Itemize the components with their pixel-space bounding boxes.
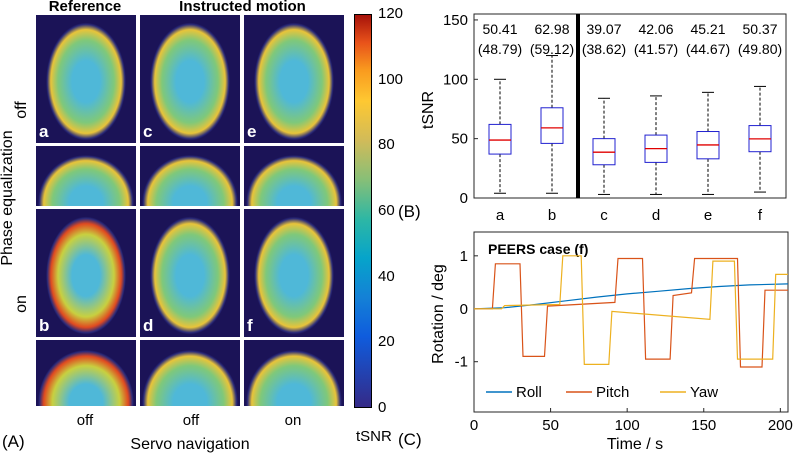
mean-label: 50.37 xyxy=(742,21,777,37)
mean-label: 45.21 xyxy=(690,21,725,37)
mean-label: 62.98 xyxy=(534,21,569,37)
colorbar xyxy=(354,14,372,408)
panel-label-b: (B) xyxy=(398,202,421,221)
line-plot-frame xyxy=(473,231,789,413)
y-tick-label: 0 xyxy=(460,301,468,318)
col-header-reference: Reference xyxy=(48,0,122,15)
panel-label-a: (A) xyxy=(2,432,25,451)
brain-image-tile xyxy=(35,339,137,407)
mean-label: 50.41 xyxy=(482,21,517,37)
box-ylabel: tSNR xyxy=(420,90,437,130)
x-tick-label: 200 xyxy=(768,417,793,434)
brain-image-tile xyxy=(243,145,345,207)
median-label: (41.57) xyxy=(634,41,678,57)
brain-image-tile: c xyxy=(139,14,241,144)
x-tick-label: c xyxy=(600,207,608,224)
tile-label: e xyxy=(247,122,257,141)
y-tick-label: 150 xyxy=(443,12,468,29)
x-tick-label: b xyxy=(548,207,556,224)
brain-image-tile: b xyxy=(35,208,137,338)
line-chart: -1 0 1 0 50 100 150 200 PEERS case (f) Roll Pitch Y… xyxy=(455,231,793,434)
y-tick-label: 1 xyxy=(460,248,468,265)
median-label: (48.79) xyxy=(478,41,522,57)
colorbar-tick-label: 60 xyxy=(378,202,395,219)
panel-label-c: (C) xyxy=(398,430,422,449)
mean-label: 42.06 xyxy=(638,21,673,37)
mean-label: 39.07 xyxy=(586,21,621,37)
col-label-off-1: off xyxy=(76,412,94,429)
brain-image-tile xyxy=(139,145,241,207)
tile-label: b xyxy=(39,316,50,335)
x-tick-label: 0 xyxy=(470,417,478,434)
colorbar-tick-label: 40 xyxy=(378,267,395,285)
legend-label: Roll xyxy=(516,384,542,401)
tile-label: f xyxy=(247,316,253,335)
x-tick-label: 100 xyxy=(615,417,640,434)
series-line-pitch xyxy=(474,257,788,368)
brain-image-tile xyxy=(139,339,241,407)
series-line-yaw xyxy=(474,255,788,365)
brain-image-tile: a xyxy=(35,14,137,144)
col-axis-title: Servo navigation xyxy=(130,436,250,453)
col-header-instructed-motion: Instructed motion xyxy=(179,0,306,15)
colorbar-tick-label: 0 xyxy=(378,399,387,416)
median-label: (38.62) xyxy=(582,41,626,57)
line-ylabel: Rotation / deg xyxy=(430,264,447,364)
col-label-on: on xyxy=(284,412,302,429)
line-chart-title: PEERS case (f) xyxy=(488,241,588,257)
colorbar-tick-label: 100 xyxy=(378,70,404,88)
colorbar-label: tSNR xyxy=(356,428,392,445)
legend-label: Yaw xyxy=(690,384,718,401)
colorbar-tick-label: 80 xyxy=(378,136,395,154)
legend-label: Pitch xyxy=(596,384,629,401)
median-label: (59.12) xyxy=(530,41,574,57)
x-tick-label: a xyxy=(496,207,505,224)
line-xlabel: Time / s xyxy=(606,436,664,453)
brain-image-tile xyxy=(35,145,137,207)
y-tick-label: 50 xyxy=(451,131,468,148)
median-label: (49.80) xyxy=(738,41,782,57)
brain-image-tile xyxy=(243,339,345,407)
y-tick-label: 100 xyxy=(443,71,468,88)
colorbar-tick-label: 20 xyxy=(378,333,395,351)
box-plot-frame xyxy=(473,13,787,199)
median-label: (44.67) xyxy=(686,41,730,57)
box-chart: 0 50 100 150 a b c d e f 50.41 (48.79) 62.98 (59.12) 3… xyxy=(443,12,787,224)
brain-image-tile: f xyxy=(243,208,345,338)
tile-label: c xyxy=(143,122,153,141)
brain-image-tile: d xyxy=(139,208,241,338)
x-tick-label: 150 xyxy=(691,417,716,434)
x-tick-label: e xyxy=(704,207,712,224)
y-tick-label: 0 xyxy=(460,190,468,207)
x-tick-label: f xyxy=(758,207,763,224)
colorbar-tick-label: 120 xyxy=(378,5,404,22)
box xyxy=(488,123,512,155)
y-tick-label: -1 xyxy=(455,354,468,371)
tile-label: d xyxy=(143,316,154,335)
tile-label: a xyxy=(39,122,49,141)
x-tick-label: 50 xyxy=(542,417,559,434)
brain-image-tile: e xyxy=(243,14,345,144)
col-label-off-2: off xyxy=(182,412,200,429)
box xyxy=(540,107,564,144)
x-tick-label: d xyxy=(652,207,660,224)
